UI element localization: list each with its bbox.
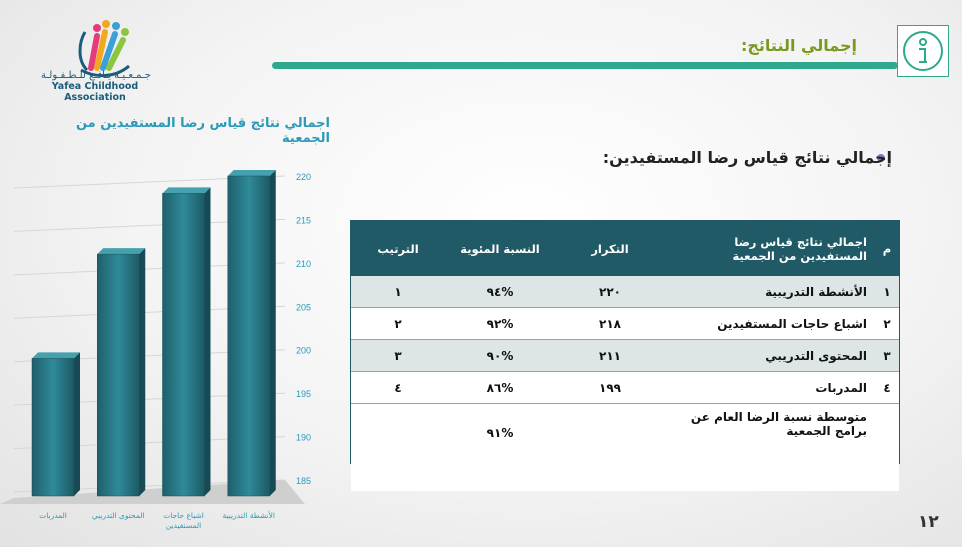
page-number: ١٢ xyxy=(918,512,939,532)
chart-bar xyxy=(31,352,80,497)
x-tick-label: المحتوى التدريبي xyxy=(92,511,145,520)
row-index: ٢ xyxy=(875,307,899,340)
chart-bar xyxy=(227,170,276,497)
yafea-logo xyxy=(78,20,130,77)
row-name: المحتوى التدريبي xyxy=(665,339,875,372)
header-percent: النسبة المئوية xyxy=(445,221,555,276)
row-count: ١٩٩ xyxy=(555,371,665,404)
header-count: التكرار xyxy=(555,221,665,276)
x-tick-label: اشباع حاجات xyxy=(163,511,204,520)
bullet-dot xyxy=(877,154,885,162)
row-percent: %٩٠ xyxy=(445,339,555,372)
summary-count xyxy=(555,403,665,491)
table-row: ٢ اشباع حاجات المستفيدين ٢١٨ %٩٢ ٢ xyxy=(351,307,899,340)
x-tick-label: المستفيدين xyxy=(166,521,201,530)
table-row: ٤ المدربات ١٩٩ %٨٦ ٤ xyxy=(351,371,899,404)
y-tick-label: 190 xyxy=(296,433,311,443)
slide-title: إجمالي النتائج: xyxy=(740,36,857,55)
y-tick-label: 185 xyxy=(296,476,311,486)
row-count: ٢٢٠ xyxy=(555,276,665,308)
row-rank: ٤ xyxy=(351,371,445,404)
row-name: اشباع حاجات المستفيدين xyxy=(665,307,875,340)
x-tick-label: المدربات xyxy=(39,511,67,520)
header-rank: الترتيب xyxy=(351,221,445,276)
summary-label: متوسطة نسبة الرضا العام عن برامج الجمعية xyxy=(665,403,875,491)
table-row: ٣ المحتوى التدريبي ٢١١ %٩٠ ٣ xyxy=(351,339,899,372)
table-header-row: م اجمالي نتائج قياس رضا المستفيدين من ال… xyxy=(351,221,899,276)
results-table: م اجمالي نتائج قياس رضا المستفيدين من ال… xyxy=(350,220,900,491)
header-index: م xyxy=(875,221,899,276)
title-underline xyxy=(272,62,898,69)
header-name: اجمالي نتائج قياس رضا المستفيدين من الجم… xyxy=(665,221,875,276)
summary-index xyxy=(875,403,899,491)
row-percent: %٩٤ xyxy=(445,276,555,308)
y-tick-label: 195 xyxy=(296,389,311,399)
row-name: الأنشطة التدريبية xyxy=(665,276,875,308)
chart-bar xyxy=(162,187,211,497)
chart-title: اجمالي نتائج قياس رضا المستفيدين من الجم… xyxy=(75,116,330,146)
row-index: ٤ xyxy=(875,371,899,404)
row-count: ٢١١ xyxy=(555,339,665,372)
row-index: ١ xyxy=(875,276,899,308)
summary-rank xyxy=(351,403,445,491)
bar-chart: 185 190 195 200 205 210 215 220 المدربات المحتوى… xyxy=(0,170,311,530)
row-rank: ٢ xyxy=(351,307,445,340)
row-index: ٣ xyxy=(875,339,899,372)
row-name: المدربات xyxy=(665,371,875,404)
chart-bar xyxy=(97,248,146,497)
y-tick-label: 220 xyxy=(296,172,311,182)
row-percent: %٩٢ xyxy=(445,307,555,340)
info-icon xyxy=(897,25,949,77)
section-heading: إجمالي نتائج قياس رضا المستفيدين: xyxy=(602,148,892,167)
summary-percent: %٩١ xyxy=(445,403,555,491)
logo-english-text: Yafea Childhood Association xyxy=(51,81,139,103)
y-tick-label: 210 xyxy=(296,259,311,269)
row-rank: ٣ xyxy=(351,339,445,372)
row-percent: %٨٦ xyxy=(445,371,555,404)
logo-arabic-text: جـمـعـيـة يـافـع للـطـفـولـة xyxy=(41,70,151,81)
y-tick-label: 215 xyxy=(296,215,311,225)
row-count: ٢١٨ xyxy=(555,307,665,340)
y-tick-label: 205 xyxy=(296,302,311,312)
x-tick-label: الأنشطة التدريبية xyxy=(222,510,275,520)
y-tick-label: 200 xyxy=(296,346,311,356)
summary-row: متوسطة نسبة الرضا العام عن برامج الجمعية… xyxy=(351,403,899,491)
table-row: ١ الأنشطة التدريبية ٢٢٠ %٩٤ ١ xyxy=(351,276,899,308)
row-rank: ١ xyxy=(351,276,445,308)
